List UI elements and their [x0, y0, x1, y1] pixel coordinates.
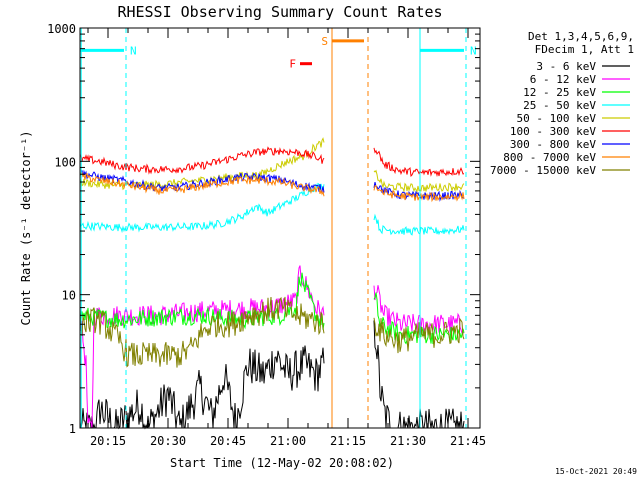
series-line-segment — [373, 213, 465, 236]
legend-item-label: 25 - 50 keV — [523, 99, 596, 112]
x-tick-label: 21:30 — [390, 434, 426, 448]
series-25-50-kev — [79, 182, 465, 236]
flag-label-f: F — [289, 58, 296, 71]
series-line-segment — [79, 146, 325, 175]
series-line-segment — [373, 317, 465, 354]
series-line-segment — [79, 182, 325, 234]
legend-item-label: 12 - 25 keV — [523, 86, 596, 99]
y-axis-ticks: 1 10 100 1000 — [47, 22, 480, 436]
legend-header-line-1: Det 1,3,4,5,6,9, — [528, 30, 634, 43]
legend-item-label: 50 - 100 keV — [517, 112, 597, 125]
series-line-segment — [373, 181, 465, 202]
chart-title: RHESSI Observing Summary Count Rates — [117, 3, 442, 21]
y-axis-label: Count Rate (s⁻¹ detector⁻¹) — [19, 130, 33, 325]
series-line-segment — [79, 345, 325, 430]
series-line-segment — [79, 265, 325, 429]
series-100-300-kev — [79, 146, 465, 178]
series-7000-15000-kev — [79, 296, 465, 368]
x-tick-label: 20:45 — [210, 434, 246, 448]
flag-layer: N N F S — [80, 35, 477, 71]
series-line-segment — [373, 285, 465, 334]
y-tick-label: 100 — [54, 155, 76, 169]
x-tick-label: 20:30 — [150, 434, 186, 448]
x-tick-label: 21:00 — [270, 434, 306, 448]
x-tick-label: 21:45 — [450, 434, 486, 448]
series-line-segment — [373, 185, 465, 203]
series-line-segment — [373, 169, 465, 194]
y-tick-label: 1 — [69, 422, 76, 436]
series-line-segment — [79, 296, 325, 368]
legend-item-label: 7000 - 15000 keV — [490, 164, 596, 177]
series-800-7000-kev — [79, 172, 465, 203]
x-axis-label: Start Time (12-May-02 20:08:02) — [170, 456, 394, 470]
legend-item-label: 100 - 300 keV — [510, 125, 596, 138]
footer-timestamp: 15-Oct-2021 20:49 — [555, 467, 637, 476]
x-tick-label: 21:15 — [330, 434, 366, 448]
legend-item-label: 6 - 12 keV — [530, 73, 597, 86]
x-axis-ticks: 20:15 20:30 20:45 21:00 21:15 21:30 21:45 — [87, 28, 486, 448]
series-line-segment — [373, 147, 465, 178]
y-tick-label: 1000 — [47, 22, 76, 36]
legend-item-label: 300 - 800 keV — [510, 138, 596, 151]
flag-label-s: S — [321, 35, 328, 48]
flag-label-n: N — [130, 44, 137, 57]
series-line-segment — [79, 172, 325, 197]
y-tick-label: 10 — [62, 289, 76, 303]
x-tick-label: 20:15 — [90, 434, 126, 448]
legend-header-line-2: FDecim 1, Att 1 — [535, 43, 634, 56]
series-line-segment — [79, 272, 325, 330]
flag-label-n: N — [470, 44, 477, 57]
plot-frame — [79, 27, 481, 429]
legend: Det 1,3,4,5,6,9, FDecim 1, Att 1 3 - 6 k… — [490, 30, 634, 177]
vertical-marker-layer — [80, 28, 467, 428]
legend-item-label: 3 - 6 keV — [536, 60, 596, 73]
legend-item-label: 800 - 7000 keV — [503, 151, 596, 164]
series-6-12-kev — [79, 265, 465, 429]
